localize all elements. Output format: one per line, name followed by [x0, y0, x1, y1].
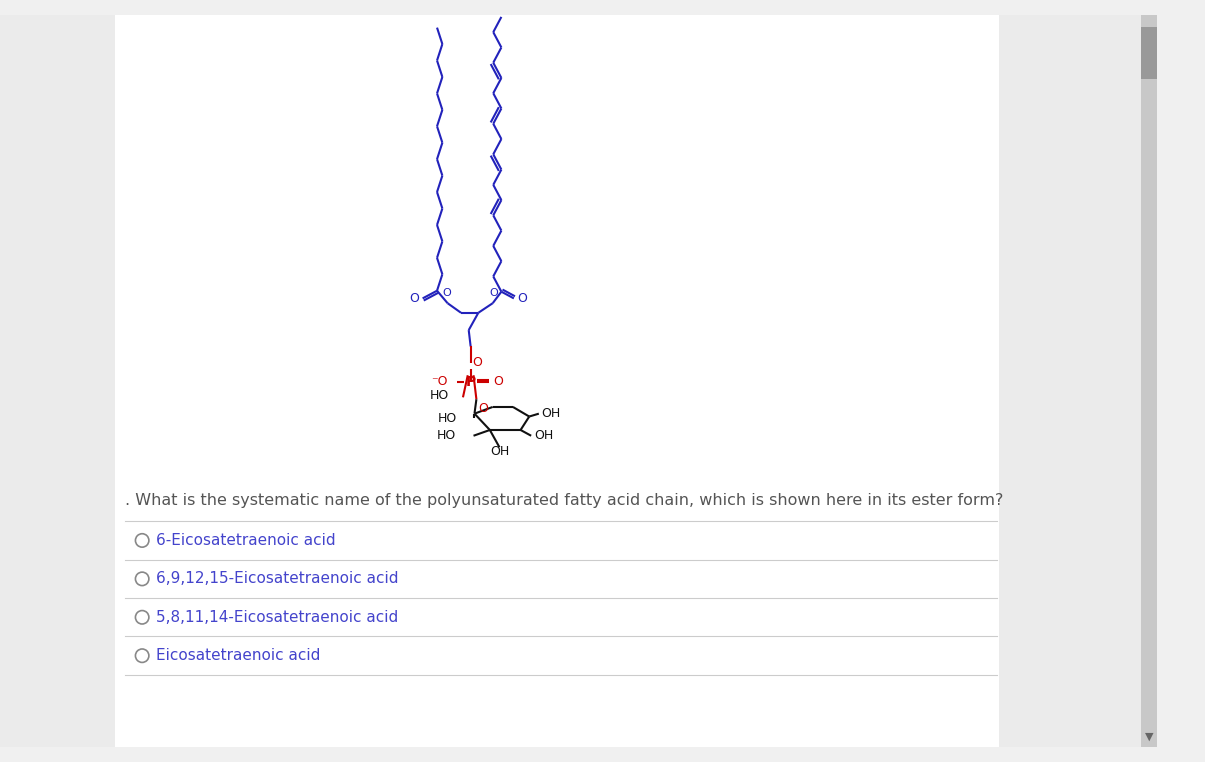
Text: O: O	[518, 292, 528, 305]
Text: OH: OH	[489, 445, 509, 459]
Text: O: O	[478, 402, 488, 415]
Text: OH: OH	[541, 407, 560, 420]
Text: OH: OH	[534, 429, 553, 442]
Text: HO: HO	[429, 389, 448, 402]
Text: 6-Eicosatetraenoic acid: 6-Eicosatetraenoic acid	[155, 533, 335, 548]
Bar	[0, 15, 116, 747]
Text: O: O	[408, 292, 419, 305]
Bar	[1141, 27, 1157, 79]
Text: . What is the systematic name of the polyunsaturated fatty acid chain, which is : . What is the systematic name of the pol…	[125, 493, 1004, 508]
Text: O: O	[442, 288, 451, 299]
Bar	[1141, 15, 1157, 747]
Text: 5,8,11,14-Eicosatetraenoic acid: 5,8,11,14-Eicosatetraenoic acid	[155, 610, 398, 625]
Bar	[116, 15, 999, 747]
Text: O: O	[489, 288, 498, 299]
Text: 6,9,12,15-Eicosatetraenoic acid: 6,9,12,15-Eicosatetraenoic acid	[155, 572, 398, 587]
Text: P: P	[465, 375, 476, 389]
Text: O: O	[494, 376, 504, 389]
Text: HO: HO	[437, 429, 457, 442]
Text: O: O	[472, 357, 482, 370]
Text: ▼: ▼	[1145, 732, 1153, 741]
Bar	[999, 15, 1141, 747]
Text: Eicosatetraenoic acid: Eicosatetraenoic acid	[155, 648, 321, 663]
Text: HO: HO	[437, 412, 457, 425]
Text: ⁻O: ⁻O	[431, 376, 447, 389]
